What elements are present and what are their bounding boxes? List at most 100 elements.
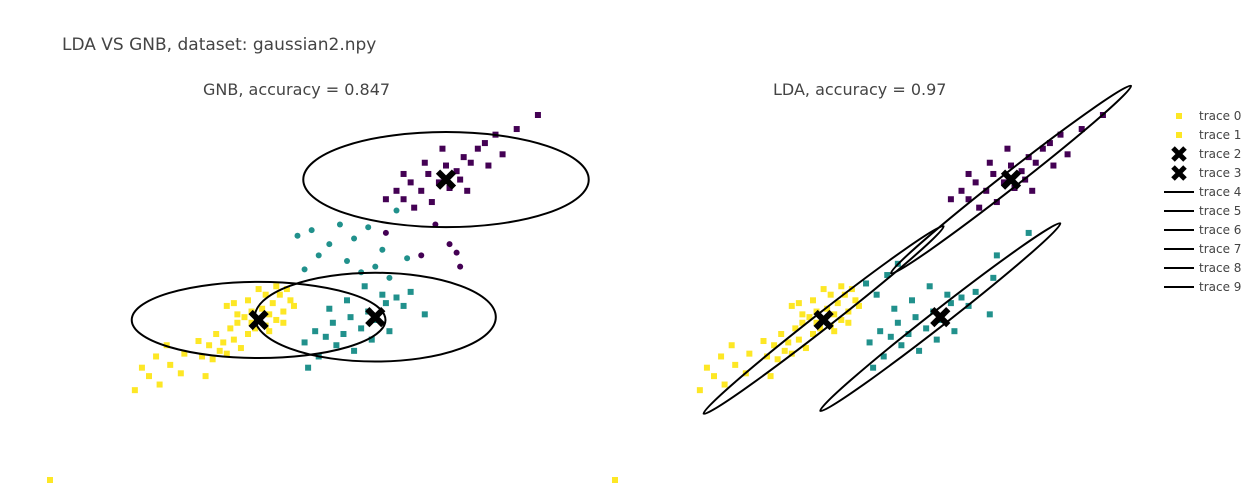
- data-point: [944, 291, 951, 298]
- data-point: [393, 207, 400, 214]
- data-point: [855, 302, 862, 309]
- legend-item[interactable]: trace 7: [1162, 239, 1241, 258]
- legend-symbol: [1162, 182, 1196, 201]
- data-point: [474, 145, 481, 152]
- class-center-marker: [813, 309, 834, 331]
- data-point: [820, 286, 827, 293]
- data-point: [315, 252, 322, 259]
- data-point: [887, 333, 894, 340]
- data-point: [241, 314, 248, 321]
- data-point: [1032, 159, 1039, 166]
- data-point: [877, 328, 884, 335]
- data-point: [863, 280, 870, 287]
- legend-item[interactable]: trace 9: [1162, 277, 1241, 296]
- data-point: [894, 319, 901, 326]
- data-point: [404, 255, 411, 262]
- data-point: [365, 224, 372, 231]
- legend-item[interactable]: trace 5: [1162, 201, 1241, 220]
- data-point: [958, 187, 965, 194]
- data-point: [230, 336, 237, 343]
- data-point: [255, 286, 262, 293]
- data-point: [453, 168, 460, 175]
- data-point: [439, 145, 446, 152]
- legend-item[interactable]: trace 1: [1162, 125, 1241, 144]
- data-point: [308, 227, 315, 234]
- data-point: [411, 204, 418, 211]
- data-point: [290, 302, 297, 309]
- data-point: [951, 328, 958, 335]
- data-point: [485, 162, 492, 169]
- data-point: [880, 353, 887, 360]
- data-point: [329, 319, 336, 326]
- data-point: [778, 331, 785, 337]
- legend-item[interactable]: trace 0: [1162, 106, 1241, 125]
- data-point: [993, 199, 1000, 206]
- legend-item[interactable]: trace 4: [1162, 182, 1241, 201]
- data-point: [435, 179, 442, 186]
- data-point: [237, 345, 244, 352]
- data-point: [213, 331, 220, 337]
- legend: trace 0 trace 1 trace 2 trace 3 trace 4 trace…: [1162, 106, 1241, 296]
- data-point: [425, 170, 432, 177]
- data-point: [916, 347, 923, 354]
- data-point: [457, 263, 464, 270]
- data-point: [131, 387, 138, 394]
- data-point: [287, 297, 294, 304]
- data-point: [732, 361, 739, 368]
- data-point: [1064, 151, 1071, 158]
- data-point: [721, 381, 728, 388]
- data-point: [266, 328, 273, 335]
- data-point: [464, 187, 471, 194]
- data-point: [513, 126, 520, 133]
- data-point: [799, 311, 806, 318]
- data-point: [266, 311, 273, 318]
- data-point: [227, 325, 234, 332]
- data-point: [457, 176, 464, 183]
- data-point: [202, 373, 209, 380]
- data-point: [262, 291, 269, 298]
- data-point: [703, 364, 710, 371]
- legend-item[interactable]: trace 2: [1162, 144, 1241, 163]
- data-point: [368, 336, 375, 343]
- data-point: [209, 356, 216, 363]
- data-point: [220, 339, 227, 346]
- data-point: [746, 350, 753, 357]
- data-point: [230, 300, 237, 307]
- data-point: [827, 291, 834, 298]
- lda-subplot-title: LDA, accuracy = 0.97: [773, 80, 947, 99]
- data-point: [873, 291, 880, 298]
- data-point: [866, 339, 873, 346]
- data-point: [838, 283, 845, 290]
- data-point: [926, 283, 933, 290]
- data-point: [351, 235, 358, 242]
- data-point: [891, 305, 898, 312]
- data-point: [905, 331, 912, 337]
- data-point: [764, 353, 771, 360]
- data-point: [273, 316, 280, 323]
- data-point: [418, 187, 425, 194]
- data-point: [831, 328, 838, 335]
- class-center-marker: [1000, 169, 1022, 190]
- legend-item[interactable]: trace 3: [1162, 163, 1241, 182]
- data-point: [1008, 162, 1014, 169]
- data-point: [167, 361, 174, 368]
- data-point: [534, 112, 541, 118]
- legend-item[interactable]: trace 6: [1162, 220, 1241, 239]
- data-point: [283, 286, 290, 293]
- data-point: [336, 221, 343, 228]
- data-point: [418, 252, 425, 259]
- legend-item[interactable]: trace 8: [1162, 258, 1241, 277]
- legend-label: trace 5: [1199, 203, 1242, 218]
- data-point: [280, 308, 287, 315]
- data-point: [976, 204, 983, 211]
- data-point: [351, 347, 358, 354]
- data-point: [810, 297, 816, 304]
- data-point: [1000, 179, 1007, 186]
- data-point: [965, 196, 972, 203]
- data-point: [340, 331, 347, 337]
- data-point: [986, 311, 993, 318]
- data-point: [972, 288, 979, 295]
- data-point: [407, 179, 414, 186]
- data-point: [1004, 145, 1011, 152]
